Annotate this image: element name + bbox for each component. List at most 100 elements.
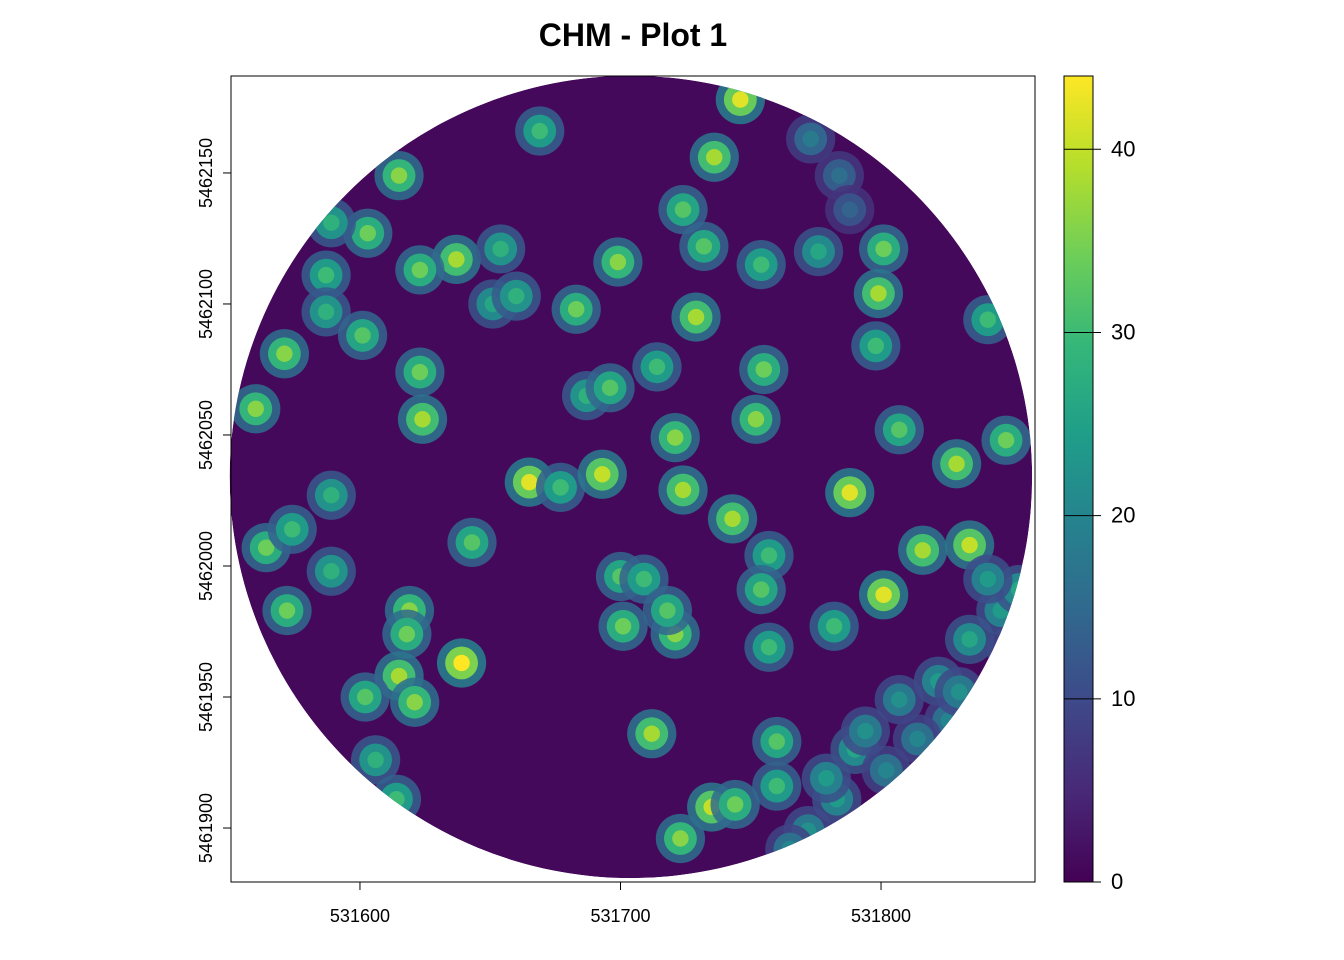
crown-top [781, 840, 799, 858]
crown-top [367, 751, 384, 769]
crown-top [492, 240, 509, 258]
crown-top [695, 238, 713, 255]
crown-top [870, 285, 887, 302]
crown-top [414, 411, 431, 428]
crown-top [317, 266, 335, 284]
crown-top [390, 167, 408, 184]
crown-top [672, 830, 689, 847]
crown-top [257, 539, 275, 556]
crown-top [875, 586, 892, 604]
crown-top [284, 521, 301, 538]
crown-top [825, 618, 843, 635]
colorbar-tick-label: 20 [1111, 503, 1135, 528]
crown-top [997, 432, 1015, 449]
crown-top [666, 429, 684, 446]
crown-top [659, 602, 676, 619]
crown-top [752, 581, 770, 598]
crown-top [674, 201, 692, 218]
x-tick-label: 531800 [851, 906, 911, 926]
colorbar-tick-label: 10 [1111, 686, 1135, 711]
crown-top [508, 287, 525, 305]
crown-top [747, 411, 765, 428]
x-tick-label: 531600 [330, 906, 390, 926]
crown-top [390, 667, 408, 685]
crown-top [768, 733, 786, 750]
crown-top [601, 379, 619, 397]
crown-top [726, 796, 744, 813]
crown-top [909, 730, 926, 748]
crown-top [1003, 641, 1020, 659]
y-tick-label: 5461900 [196, 793, 216, 863]
crown-top [979, 570, 997, 588]
colorbar-tick-label: 0 [1111, 869, 1123, 894]
y-tick-label: 5461950 [196, 662, 216, 732]
crown-top [841, 201, 858, 218]
crown [994, 633, 1028, 667]
crown-top [760, 547, 778, 564]
crown-top [463, 534, 481, 551]
plot-frame [230, 75, 1036, 883]
y-tick-label: 5462000 [196, 531, 216, 601]
crown-top [755, 361, 772, 378]
crown-top [768, 777, 786, 795]
crown-top [643, 725, 660, 742]
crown-top [961, 631, 978, 648]
crown-top [276, 345, 293, 362]
crown-top [940, 712, 957, 729]
crown-top [1010, 581, 1028, 598]
colorbar-tick-label: 30 [1111, 319, 1135, 344]
crown-top [760, 639, 778, 656]
x-tick-label: 531700 [590, 906, 650, 926]
crown-top [317, 303, 335, 321]
chart-title: CHM - Plot 1 [539, 17, 727, 53]
crown-top [687, 308, 705, 326]
crown-top [818, 770, 835, 787]
crown-top [398, 625, 416, 643]
y-tick-label: 5462150 [196, 138, 216, 208]
crown-top [388, 790, 405, 808]
crown-top [552, 479, 569, 496]
crown-top [732, 91, 749, 108]
crown-top [448, 251, 465, 268]
crown-top [950, 683, 968, 700]
crown-top [521, 473, 538, 491]
crown-top [594, 466, 611, 483]
crown-top [674, 481, 692, 499]
y-tick-label: 5462100 [196, 269, 216, 339]
crown-top [354, 327, 371, 344]
crown-top [802, 130, 819, 148]
crown-top [359, 225, 376, 242]
crown [773, 832, 807, 866]
crown-top [635, 570, 653, 588]
crown-top [810, 243, 827, 260]
crown-top [857, 722, 874, 740]
crown-top [752, 256, 770, 273]
crown-top [278, 602, 296, 619]
crown-top [453, 654, 470, 672]
crown-top [609, 253, 627, 271]
crown-top [648, 358, 666, 376]
crown-top [531, 122, 548, 140]
crown-top [406, 694, 423, 711]
crown-top [841, 484, 858, 501]
crown-top [411, 363, 429, 381]
crown-top [411, 261, 429, 279]
crown-top [891, 421, 908, 438]
crown-top [831, 167, 848, 184]
crown-top [875, 240, 892, 258]
crown-top [323, 214, 340, 231]
raster [229, 75, 1033, 879]
crown-top [323, 487, 340, 504]
crown-top [567, 300, 585, 318]
crown-top [614, 618, 632, 635]
crown-top [247, 400, 264, 417]
colorbar-tick-label: 40 [1111, 136, 1135, 161]
crown-top [356, 688, 374, 706]
crown-top [948, 455, 965, 473]
colorbar [1063, 75, 1094, 883]
crown-top [867, 337, 885, 355]
crown-top [961, 536, 978, 554]
crown-top [914, 542, 931, 559]
